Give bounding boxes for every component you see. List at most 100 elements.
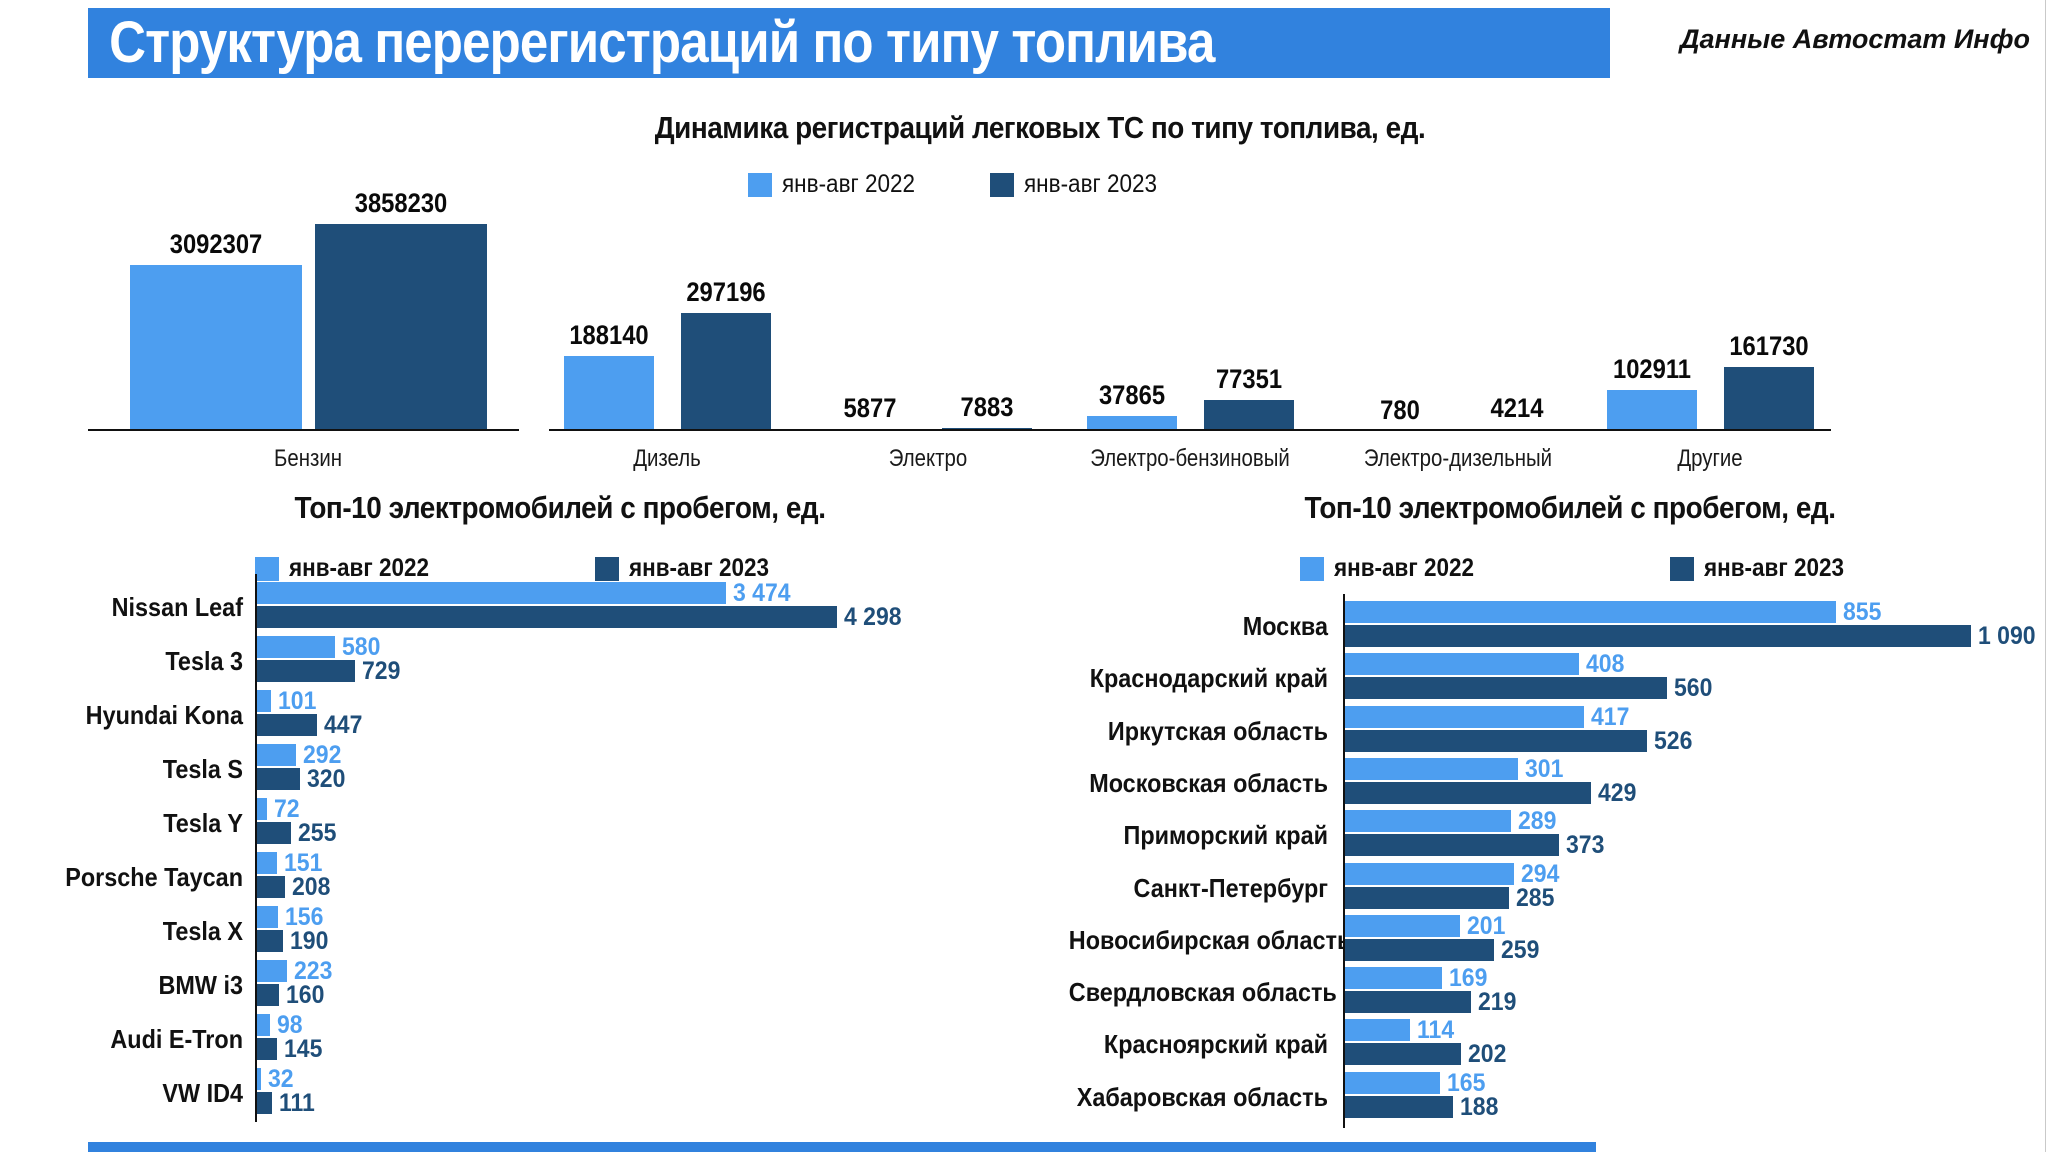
bar-value-label: 255 bbox=[298, 819, 337, 847]
row-label: Красноярский край bbox=[1103, 1029, 1328, 1059]
bar-2022 bbox=[257, 636, 335, 658]
bar-value-label: 855 bbox=[1843, 598, 1882, 626]
row-label: Приморский край bbox=[1123, 820, 1328, 850]
bar-2023 bbox=[1723, 367, 1814, 431]
bar-2022 bbox=[257, 906, 278, 928]
bar-2023 bbox=[257, 930, 283, 952]
bar-2023 bbox=[257, 768, 300, 790]
bar-2022 bbox=[1606, 390, 1697, 431]
legend-item-2022: янв-авг 2022 bbox=[748, 170, 930, 199]
bar-value-label: 77351 bbox=[1215, 364, 1282, 394]
bar-value-label: 3858230 bbox=[354, 188, 447, 218]
bar-value-label: 32 bbox=[268, 1065, 294, 1093]
bar-value-label: 447 bbox=[324, 711, 363, 739]
bar-value-label: 408 bbox=[1586, 650, 1625, 678]
legend-item-2023: янв-авг 2023 bbox=[990, 170, 1172, 199]
bar-value-label: 320 bbox=[307, 765, 346, 793]
row-label: Nissan Leaf bbox=[111, 592, 244, 622]
bar-value-label: 560 bbox=[1674, 674, 1713, 702]
bar-2023 bbox=[1345, 677, 1667, 699]
row-label: Краснодарский край bbox=[1089, 663, 1328, 693]
left-chart-title: Топ-10 электромобилей с пробегом, ед. bbox=[294, 490, 826, 525]
right-chart-axis-line bbox=[1343, 594, 1345, 1128]
bar-2023 bbox=[1345, 887, 1509, 909]
category-label: Другие bbox=[1677, 445, 1743, 472]
category-label: Бензин bbox=[273, 445, 342, 472]
right-chart-title: Топ-10 электромобилей с пробегом, ед. bbox=[1304, 490, 1836, 525]
bar-value-label: 102911 bbox=[1612, 354, 1691, 384]
bar-2023 bbox=[1345, 782, 1591, 804]
bar-value-label: 101 bbox=[278, 687, 317, 715]
top-chart-legend: янв-авг 2022 янв-авг 2023 bbox=[520, 170, 1400, 199]
page-right-border bbox=[2045, 0, 2046, 1152]
bar-2023 bbox=[257, 660, 355, 682]
bar-value-label: 297196 bbox=[685, 277, 766, 307]
bar-2023 bbox=[680, 313, 771, 431]
bar-2022 bbox=[563, 356, 654, 431]
bar-2023 bbox=[257, 822, 291, 844]
bar-value-label: 151 bbox=[284, 849, 323, 877]
bar-2022 bbox=[1345, 915, 1460, 937]
legend-swatch-2023-icon bbox=[595, 556, 619, 581]
bar-value-label: 373 bbox=[1566, 831, 1605, 859]
bar-2022 bbox=[1345, 810, 1511, 832]
row-label: Хабаровская область bbox=[1076, 1082, 1328, 1112]
bar-value-label: 202 bbox=[1468, 1040, 1507, 1068]
bar-value-label: 161730 bbox=[1728, 331, 1809, 361]
bar-2022 bbox=[257, 1068, 261, 1090]
bar-value-label: 3092307 bbox=[169, 229, 262, 259]
legend-swatch-2023-icon bbox=[1670, 556, 1694, 581]
bar-value-label: 188 bbox=[1460, 1093, 1499, 1121]
row-label: Tesla X bbox=[162, 916, 243, 946]
bar-value-label: 580 bbox=[342, 633, 381, 661]
bar-2023 bbox=[1345, 939, 1494, 961]
bar-value-label: 7883 bbox=[960, 392, 1013, 422]
bar-value-label: 188140 bbox=[568, 320, 649, 350]
bar-value-label: 429 bbox=[1598, 779, 1637, 807]
bar-2023 bbox=[257, 606, 837, 628]
bar-value-label: 292 bbox=[303, 741, 342, 769]
bar-value-label: 37865 bbox=[1098, 380, 1165, 410]
bar-value-label: 526 bbox=[1654, 727, 1693, 755]
source-note: Данные Автостат Инфо bbox=[1680, 24, 2030, 54]
row-label: Москва bbox=[1242, 611, 1328, 641]
bar-2022 bbox=[1345, 1019, 1410, 1041]
bar-value-label: 169 bbox=[1449, 964, 1488, 992]
bar-value-label: 285 bbox=[1516, 884, 1555, 912]
bar-value-label: 190 bbox=[290, 927, 329, 955]
category-label: Электро-бензиновый bbox=[1090, 445, 1290, 472]
bar-2022 bbox=[1345, 863, 1514, 885]
bar-value-label: 145 bbox=[284, 1035, 323, 1063]
left-chart-axis-line bbox=[255, 574, 257, 1122]
bar-2023 bbox=[257, 714, 317, 736]
bar-2023 bbox=[1203, 400, 1294, 431]
other-fuels-axis-line bbox=[549, 429, 1831, 431]
bar-2023 bbox=[1345, 1043, 1461, 1065]
title-banner: Структура перерегистраций по типу топлив… bbox=[88, 8, 1610, 78]
right-chart-legend: янв-авг 2022 янв-авг 2023 bbox=[1300, 554, 1860, 583]
bar-value-label: 729 bbox=[362, 657, 401, 685]
legend-item-2022: янв-авг 2022 bbox=[255, 554, 445, 583]
bar-value-label: 780 bbox=[1379, 395, 1420, 425]
bar-2022 bbox=[257, 744, 296, 766]
bar-2022 bbox=[1086, 416, 1177, 431]
category-label: Электро bbox=[888, 445, 968, 472]
bar-2022 bbox=[257, 852, 277, 874]
bar-2023 bbox=[314, 224, 487, 431]
row-label: Audi E-Tron bbox=[110, 1024, 243, 1054]
bar-value-label: 1 090 bbox=[1978, 622, 2036, 650]
bar-value-label: 3 474 bbox=[733, 579, 791, 607]
bar-value-label: 114 bbox=[1417, 1016, 1455, 1044]
bar-value-label: 98 bbox=[277, 1011, 303, 1039]
bar-value-label: 72 bbox=[274, 795, 300, 823]
row-label: Tesla 3 bbox=[165, 646, 243, 676]
bar-value-label: 156 bbox=[285, 903, 324, 931]
row-label: Tesla S bbox=[162, 754, 243, 784]
category-label: Дизель bbox=[633, 445, 701, 472]
bar-value-label: 111 bbox=[279, 1089, 315, 1117]
bar-value-label: 294 bbox=[1521, 860, 1560, 888]
bar-2022 bbox=[1345, 1072, 1440, 1094]
left-chart-legend: янв-авг 2022 янв-авг 2023 bbox=[240, 554, 800, 583]
legend-swatch-2022-icon bbox=[748, 172, 773, 197]
